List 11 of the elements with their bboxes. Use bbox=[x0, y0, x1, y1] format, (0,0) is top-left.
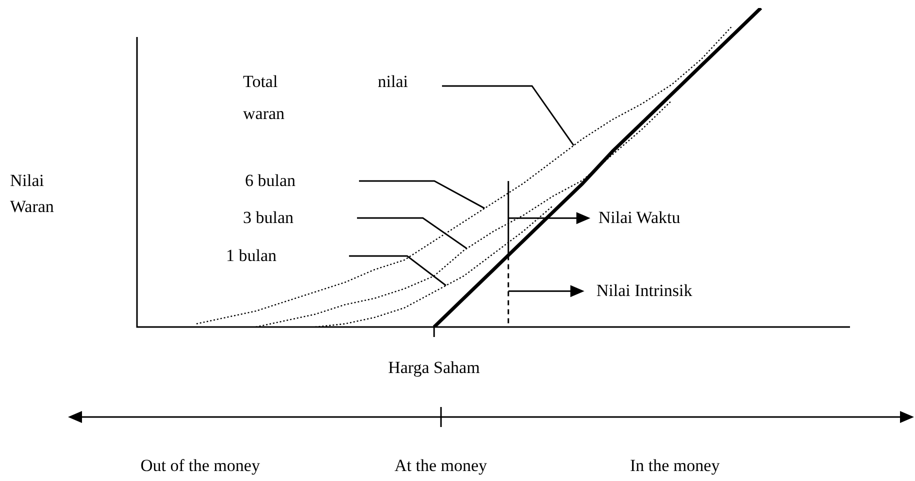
text: At the money bbox=[394, 455, 488, 477]
annotation: 1 bulan bbox=[226, 245, 277, 267]
x-axis-title: Harga Saham bbox=[388, 357, 480, 379]
annotation: 3 bulan bbox=[243, 207, 294, 229]
annotation: Nilai Waktu bbox=[598, 207, 680, 230]
text: Out of the money bbox=[140, 455, 260, 477]
text: Total nilai waran bbox=[243, 72, 408, 123]
annotation: Nilai Intrinsik bbox=[596, 280, 692, 302]
annotation: 6 bulan bbox=[245, 170, 296, 192]
text: In the money bbox=[630, 455, 720, 477]
y-axis-title: Nilai Waran bbox=[10, 170, 55, 218]
